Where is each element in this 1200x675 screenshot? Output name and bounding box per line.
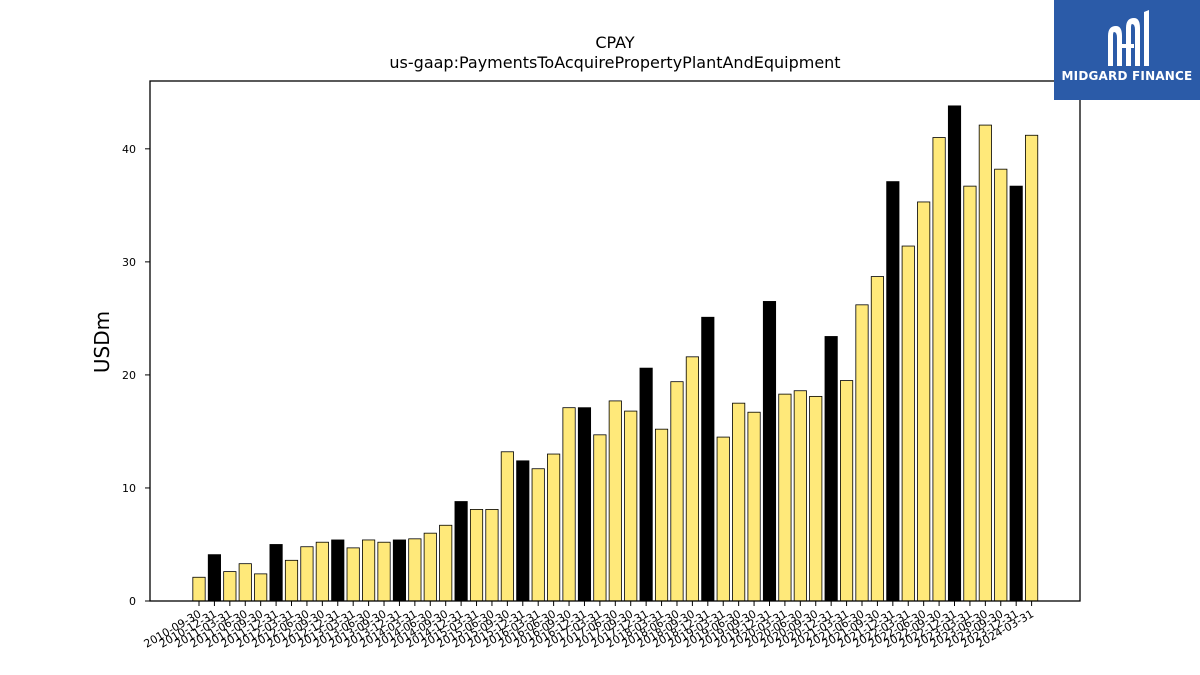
bar-2019-06-30 (732, 402, 746, 602)
bar-2013-12-31 (392, 539, 407, 602)
bar-2014-12-31 (454, 501, 468, 602)
bar-2019-09-30 (747, 411, 761, 602)
bars-group (192, 105, 1039, 602)
bar-2012-09-30 (315, 541, 329, 602)
bar-2021-06-30 (855, 304, 869, 602)
bar-2016-09-30 (562, 407, 576, 602)
bar-2011-09-30 (254, 573, 268, 602)
bar-2014-09-30 (439, 524, 453, 602)
bar-2015-12-31 (516, 460, 530, 602)
bar-2017-06-30 (608, 400, 622, 602)
bar-2015-06-30 (485, 509, 499, 602)
bar-2017-12-31 (639, 367, 653, 602)
bar-2013-09-30 (377, 541, 391, 602)
bar-2023-06-30 (978, 124, 992, 602)
bar-2011-12-31 (269, 544, 283, 602)
y-tick-label: 30 (122, 256, 136, 269)
chart-title: CPAY (595, 33, 635, 52)
midgard-logo-icon (1108, 10, 1149, 66)
bar-2018-09-30 (685, 356, 699, 602)
bar-2014-03-31 (408, 538, 422, 602)
plot-frame (149, 80, 1081, 602)
chart-subtitle: us-gaap:PaymentsToAcquirePropertyPlantAn… (389, 53, 840, 72)
bar-2016-03-31 (531, 468, 545, 602)
y-tick-label: 40 (122, 143, 136, 156)
bar-2021-09-30 (870, 276, 884, 602)
bar-2015-09-30 (500, 451, 514, 602)
bar-2013-03-31 (346, 547, 360, 602)
bar-2018-12-31 (701, 316, 715, 602)
bar-2022-12-31 (947, 105, 962, 602)
bar-2018-03-31 (654, 428, 669, 602)
y-axis-label: USDm (90, 311, 114, 373)
brand-name: MIDGARD FINANCE (1061, 69, 1193, 83)
brand-logo: MIDGARD FINANCE (1054, 0, 1200, 100)
bar-2018-06-30 (670, 381, 684, 602)
bar-2022-09-30 (932, 137, 946, 602)
bar-2023-03-31 (963, 185, 977, 602)
y-tick-label: 10 (122, 482, 136, 495)
bar-2011-03-31 (223, 571, 237, 602)
bar-2012-12-31 (331, 539, 345, 602)
bar-2020-12-31 (824, 336, 838, 602)
bar-2024-03-31 (1025, 134, 1039, 602)
bar-2021-03-31 (840, 380, 854, 602)
bar-2012-06-30 (300, 546, 314, 602)
bar-2019-03-31 (716, 436, 730, 602)
bar-2019-12-31 (762, 301, 777, 602)
bar-2011-06-30 (238, 563, 252, 602)
bar-2010-12-31 (207, 554, 221, 602)
bar-2023-12-31 (1009, 185, 1023, 602)
y-tick-label: 0 (129, 595, 136, 608)
bar-2012-03-31 (284, 559, 299, 602)
bar-2020-03-31 (778, 393, 792, 602)
bar-2013-06-30 (362, 539, 376, 602)
bar-2017-03-31 (593, 434, 607, 602)
bar-2017-09-30 (624, 410, 638, 602)
bar-2015-03-31 (469, 509, 484, 602)
bar-2021-12-31 (886, 181, 900, 602)
x-axis-ticks: 2010-09-302010-12-312011-03-312011-06-30… (142, 601, 1036, 651)
bar-2010-09-30 (192, 576, 206, 602)
bar-2020-09-30 (809, 395, 823, 602)
bar-2022-03-31 (901, 245, 915, 602)
bar-2022-06-30 (917, 201, 931, 602)
bar-2020-06-30 (793, 390, 807, 602)
bar-2016-12-31 (577, 407, 592, 602)
y-tick-label: 20 (122, 369, 136, 382)
bar-2016-06-30 (547, 453, 561, 602)
y-axis-ticks: 0 10 20 30 40 (122, 143, 150, 608)
bar-2014-06-30 (423, 532, 437, 602)
bar-2023-09-30 (994, 168, 1008, 602)
